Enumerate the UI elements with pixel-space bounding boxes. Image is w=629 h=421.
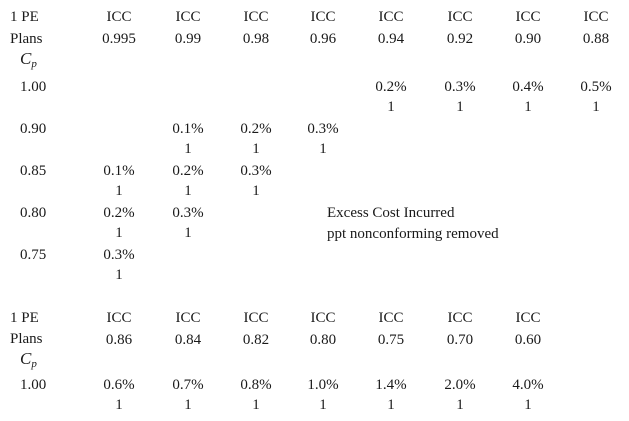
cp-row-label: 0.85 [20, 163, 47, 179]
icc-column-value: 0.70 [446, 332, 474, 348]
ppt-removed-value: 1 [387, 397, 395, 413]
header-plans-label: 1 PE [10, 310, 39, 326]
icc-column-label: ICC [378, 310, 404, 326]
ppt-removed-value: 1 [115, 183, 123, 199]
icc-column-value: 0.94 [377, 31, 405, 47]
excess-cost-value: 0.3% [307, 121, 339, 137]
ppt-removed-value: 1 [319, 397, 327, 413]
cp-row-label: 0.90 [20, 121, 47, 137]
ppt-removed-value: 1 [456, 99, 464, 115]
icc-column-label: ICC [515, 9, 541, 25]
icc-column-value: 0.75 [377, 332, 405, 348]
ppt-removed-value: 1 [524, 397, 532, 413]
header-plans-label-2: Plans [10, 331, 43, 347]
excess-cost-value: 0.2% [240, 121, 272, 137]
header-plans-label-2: Plans [10, 31, 43, 47]
ppt-removed-value: 1 [184, 397, 192, 413]
icc-column-label: ICC [447, 9, 473, 25]
excess-cost-value: 1.0% [307, 377, 339, 393]
icc-column-label: ICC [106, 9, 132, 25]
icc-column-value: 0.98 [242, 31, 270, 47]
icc-column-value: 0.92 [446, 31, 474, 47]
ppt-removed-value: 1 [115, 225, 123, 241]
ppt-removed-value: 1 [252, 183, 260, 199]
excess-cost-value: 0.8% [240, 377, 272, 393]
ppt-removed-value: 1 [184, 183, 192, 199]
icc-column-label: ICC [447, 310, 473, 326]
icc-column-label: ICC [175, 9, 201, 25]
icc-column-value: 0.86 [105, 332, 133, 348]
icc-column-label: ICC [515, 310, 541, 326]
header-plans-label: 1 PE [10, 9, 39, 25]
icc-column-value: 0.90 [514, 31, 542, 47]
icc-column-value: 0.96 [309, 31, 337, 47]
cp-row-label: 1.00 [20, 377, 47, 393]
ppt-removed-value: 1 [456, 397, 464, 413]
ppt-removed-value: 1 [524, 99, 532, 115]
cp-label: Cp [20, 349, 37, 370]
excess-cost-value: 0.2% [172, 163, 204, 179]
icc-column-label: ICC [243, 9, 269, 25]
icc-column-value: 0.995 [102, 31, 136, 47]
excess-cost-value: 0.3% [240, 163, 272, 179]
excess-cost-value: 0.3% [103, 247, 135, 263]
excess-cost-value: 0.1% [172, 121, 204, 137]
excess-cost-value: 2.0% [444, 377, 476, 393]
icc-column-label: ICC [310, 9, 336, 25]
excess-cost-value: 4.0% [512, 377, 544, 393]
icc-column-value: 0.82 [242, 332, 270, 348]
ppt-removed-value: 1 [184, 225, 192, 241]
ppt-removed-value: 1 [387, 99, 395, 115]
excess-cost-value: 0.3% [172, 205, 204, 221]
excess-cost-value: 0.4% [512, 79, 544, 95]
legend-ppt-removed: ppt nonconforming removed [327, 226, 499, 242]
icc-column-value: 0.80 [309, 332, 337, 348]
ppt-removed-value: 1 [592, 99, 600, 115]
excess-cost-value: 0.2% [375, 79, 407, 95]
icc-column-value: 0.84 [174, 332, 202, 348]
icc-column-label: ICC [175, 310, 201, 326]
ppt-removed-value: 1 [252, 397, 260, 413]
icc-column-label: ICC [310, 310, 336, 326]
excess-cost-value: 1.4% [375, 377, 407, 393]
cp-label: Cp [20, 49, 37, 70]
icc-column-label: ICC [378, 9, 404, 25]
excess-cost-value: 0.2% [103, 205, 135, 221]
icc-column-label: ICC [106, 310, 132, 326]
icc-column-label: ICC [583, 9, 609, 25]
icc-column-value: 0.60 [514, 332, 542, 348]
cp-row-label: 1.00 [20, 79, 47, 95]
icc-column-value: 0.88 [582, 31, 610, 47]
legend-excess-cost: Excess Cost Incurred [327, 205, 455, 221]
ppt-removed-value: 1 [184, 141, 192, 157]
ppt-removed-value: 1 [115, 267, 123, 283]
excess-cost-value: 0.7% [172, 377, 204, 393]
ppt-removed-value: 1 [252, 141, 260, 157]
ppt-removed-value: 1 [115, 397, 123, 413]
ppt-removed-value: 1 [319, 141, 327, 157]
cp-row-label: 0.75 [20, 247, 47, 263]
icc-column-value: 0.99 [174, 31, 202, 47]
excess-cost-value: 0.1% [103, 163, 135, 179]
excess-cost-value: 0.5% [580, 79, 612, 95]
excess-cost-value: 0.3% [444, 79, 476, 95]
cp-row-label: 0.80 [20, 205, 47, 221]
icc-column-label: ICC [243, 310, 269, 326]
excess-cost-value: 0.6% [103, 377, 135, 393]
